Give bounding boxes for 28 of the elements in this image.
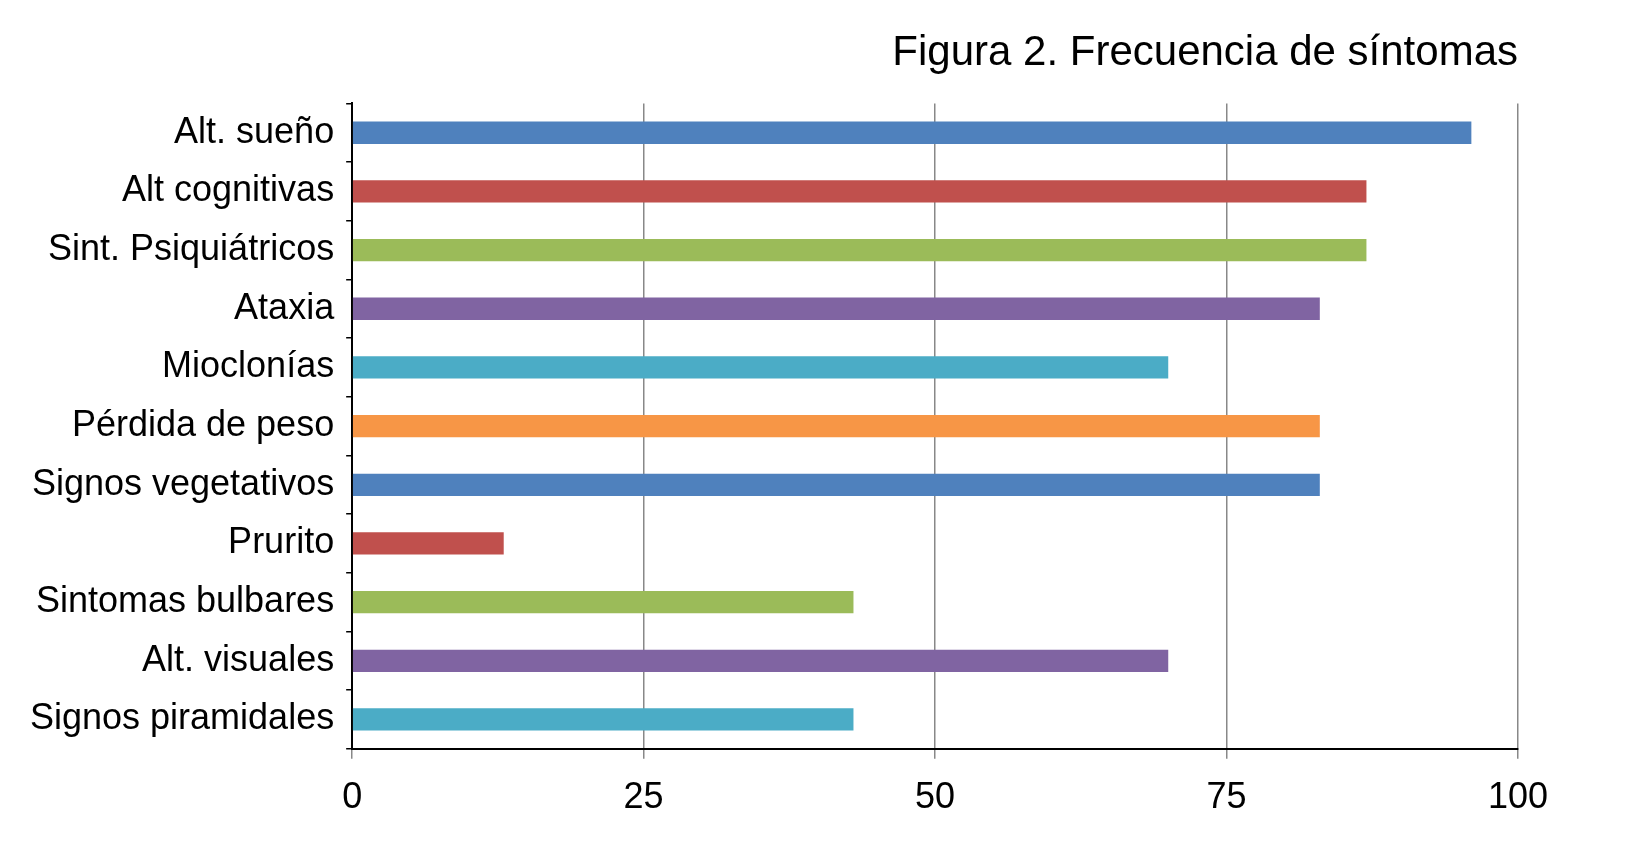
y-tick-label: Alt. sueño	[174, 109, 335, 151]
y-tick-label: Alt. visuales	[142, 637, 335, 679]
y-tick-label: Ataxia	[234, 285, 336, 327]
bar	[352, 238, 1367, 262]
y-tick-label: Sint. Psiquiátricos	[48, 227, 335, 268]
y-tick-label: Signos piramidales	[30, 696, 335, 738]
y-tick-label: Alt cognitivas	[122, 168, 335, 210]
x-tick-label: 50	[915, 775, 956, 817]
x-tick-label: 100	[1487, 775, 1549, 817]
bar	[352, 473, 1320, 496]
bar	[352, 356, 1169, 379]
bar	[352, 532, 504, 555]
y-tick-label: Prurito	[228, 520, 335, 562]
chart-title: Figura 2. Frecuencia de síntomas	[892, 26, 1518, 74]
x-tick-label: 25	[623, 775, 664, 817]
x-tick-label: 75	[1206, 775, 1247, 817]
y-tick-label: Pérdida de peso	[71, 403, 335, 445]
y-tick-label: Sintomas bulbares	[35, 579, 335, 621]
bar	[352, 297, 1320, 320]
bar	[352, 708, 854, 731]
y-tick-label: Signos vegetativos	[31, 461, 335, 503]
y-tick-label: Mioclonías	[162, 344, 335, 386]
bar	[352, 590, 854, 614]
bar	[352, 121, 1472, 144]
x-tick-label: 0	[342, 775, 363, 817]
bar	[352, 414, 1320, 438]
bar	[352, 649, 1169, 672]
bar	[352, 180, 1367, 203]
